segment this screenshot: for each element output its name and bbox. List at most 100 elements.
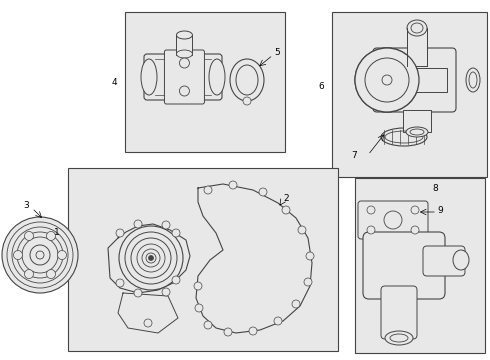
Bar (407, 68, 447, 92)
Polygon shape (108, 224, 190, 293)
Circle shape (134, 220, 142, 228)
Text: 4: 4 (111, 77, 117, 86)
Text: 2: 2 (283, 194, 289, 202)
Circle shape (382, 75, 392, 85)
Circle shape (274, 317, 282, 325)
Circle shape (22, 237, 58, 273)
Ellipse shape (384, 211, 402, 229)
Circle shape (304, 278, 312, 286)
Ellipse shape (176, 50, 193, 58)
Circle shape (172, 276, 180, 284)
Circle shape (306, 252, 314, 260)
Circle shape (2, 217, 78, 293)
Circle shape (162, 288, 170, 296)
Circle shape (116, 279, 124, 287)
Text: 5: 5 (274, 48, 280, 57)
Circle shape (47, 231, 55, 240)
Circle shape (137, 244, 165, 272)
FancyBboxPatch shape (144, 54, 222, 100)
Circle shape (249, 327, 257, 335)
Ellipse shape (469, 72, 477, 88)
Text: 8: 8 (433, 184, 439, 193)
Circle shape (365, 58, 409, 102)
FancyBboxPatch shape (381, 286, 417, 339)
Ellipse shape (209, 59, 225, 95)
Bar (332, 12, 487, 177)
Circle shape (36, 251, 44, 259)
Circle shape (47, 270, 55, 279)
Circle shape (57, 251, 67, 260)
Circle shape (179, 58, 190, 68)
Circle shape (204, 186, 212, 194)
Circle shape (204, 321, 212, 329)
Bar (176, 35, 193, 55)
Ellipse shape (410, 129, 424, 135)
Circle shape (179, 86, 190, 96)
Polygon shape (118, 293, 178, 333)
Circle shape (7, 222, 73, 288)
Text: 7: 7 (351, 150, 357, 159)
Circle shape (125, 232, 177, 284)
Circle shape (24, 231, 33, 240)
Ellipse shape (390, 334, 408, 342)
Circle shape (119, 226, 183, 290)
Circle shape (355, 48, 419, 112)
Bar (355, 178, 485, 353)
FancyBboxPatch shape (423, 246, 465, 276)
Text: 3: 3 (23, 201, 29, 210)
Ellipse shape (385, 331, 413, 345)
Ellipse shape (381, 128, 427, 146)
Ellipse shape (411, 23, 423, 33)
Circle shape (411, 226, 419, 234)
Text: 9: 9 (437, 206, 443, 215)
Circle shape (355, 48, 419, 112)
Circle shape (298, 226, 306, 234)
Circle shape (17, 232, 63, 278)
Text: 1: 1 (54, 228, 60, 237)
FancyBboxPatch shape (363, 232, 445, 299)
Circle shape (243, 97, 251, 105)
Ellipse shape (407, 20, 427, 36)
Bar (68, 168, 338, 351)
Circle shape (172, 229, 180, 237)
Circle shape (142, 249, 160, 267)
Circle shape (144, 319, 152, 327)
Circle shape (195, 304, 203, 312)
Circle shape (382, 75, 392, 85)
Circle shape (411, 206, 419, 214)
Circle shape (367, 206, 375, 214)
Circle shape (14, 251, 23, 260)
Ellipse shape (230, 59, 264, 101)
FancyBboxPatch shape (373, 48, 456, 112)
Circle shape (148, 256, 153, 261)
FancyBboxPatch shape (358, 201, 428, 239)
FancyBboxPatch shape (165, 50, 204, 104)
Circle shape (229, 181, 237, 189)
Circle shape (259, 188, 267, 196)
Bar (407, 28, 427, 66)
Circle shape (134, 289, 142, 297)
Circle shape (146, 253, 156, 263)
Ellipse shape (453, 250, 469, 270)
Circle shape (162, 221, 170, 229)
Circle shape (224, 328, 232, 336)
Ellipse shape (466, 68, 480, 92)
Circle shape (282, 206, 290, 214)
Circle shape (30, 245, 50, 265)
Ellipse shape (406, 127, 428, 137)
Circle shape (12, 227, 68, 283)
Circle shape (24, 270, 33, 279)
Polygon shape (196, 184, 312, 333)
Text: 6: 6 (318, 82, 324, 91)
Ellipse shape (176, 31, 193, 39)
Circle shape (116, 229, 124, 237)
Bar (403, 110, 431, 132)
Circle shape (292, 300, 300, 308)
Circle shape (194, 282, 202, 290)
Circle shape (367, 226, 375, 234)
Ellipse shape (141, 59, 157, 95)
Circle shape (131, 238, 171, 278)
Bar (125, 12, 285, 152)
Ellipse shape (236, 65, 258, 95)
Circle shape (365, 58, 409, 102)
